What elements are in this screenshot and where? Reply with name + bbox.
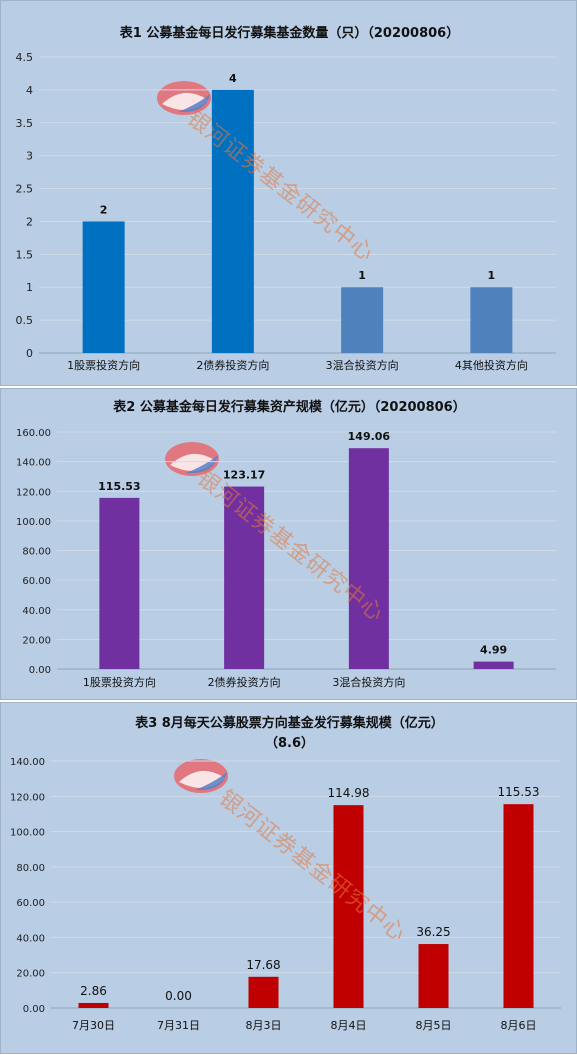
chart-2-bar [224,486,265,669]
chart-1-ytick-label: 4 [26,84,33,97]
chart-3-ytick-label: 80.00 [16,863,45,874]
chart-1-bar [470,287,513,353]
chart-3-ytick-label: 0.00 [23,1004,45,1015]
chart-1-category-label: 2债券投资方向 [196,358,269,372]
chart-1-ytick-label: 2 [26,215,33,228]
chart-2-ytick-label: 0.00 [29,665,51,676]
chart-panel-3: 表3 8月每天公募股票方向基金发行募集规模（亿元） （8.6） 0.00 20.0… [0,702,577,1054]
chart-1-category-label: 3混合投资方向 [326,358,399,372]
chart-1-bar [82,221,125,353]
chart-2-value-label: 149.06 [348,430,391,443]
chart-2-bar [99,497,140,669]
chart-2-title: 表2 公募基金每日发行募集资产规模（亿元）（20200806） [113,400,466,415]
chart-1-value-label: 2 [100,203,108,216]
chart-3-value-label: 115.53 [498,785,540,799]
chart-1-svg: 0 0.5 1 1.5 2 2.5 3 3.5 4 4.5 2 1股票投资方向 4 2债券投资方向 1 3混合… [16,51,556,372]
chart-1-bar [341,287,384,353]
chart-3-value-label: 0.00 [165,989,192,1003]
chart-2-category-label: 2债券投资方向 [208,675,281,689]
chart-3-bar [503,804,534,1008]
chart-3-ytick-label: 140.00 [10,757,45,768]
chart-3-bar [418,944,449,1008]
chart-panel-2: 表2 公募基金每日发行募集资产规模（亿元）（20200806） 0.00 20.0… [0,388,577,700]
chart-2-ytick-label: 60.00 [22,576,51,587]
chart-panel-1: 表1 公募基金每日发行募集基金数量（只）（20200806） 0 0.5 1 1.5 2… [0,0,577,386]
chart-1-ytick-label: 1.5 [16,248,34,261]
chart-1-ytick-label: 0.5 [16,314,34,327]
chart-2-value-label: 4.99 [480,644,507,657]
chart-2-ytick-label: 100.00 [16,517,51,528]
chart-1-ytick-label: 2.5 [16,183,34,196]
chart-3-value-label: 114.98 [328,786,370,800]
chart-2-value-label: 123.17 [223,469,265,482]
chart-3-ytick-label: 60.00 [16,898,45,909]
chart-3-category-label: 7月31日 [157,1019,200,1032]
chart-2-ytick-label: 40.00 [22,606,51,617]
chart-3-title: 表3 8月每天公募股票方向基金发行募集规模（亿元） [135,716,444,731]
chart-2-ytick-label: 80.00 [22,547,51,558]
chart-3-svg: 0.00 20.00 40.00 60.00 80.00 100.00 120.00 140.… [10,757,561,1032]
chart-3-category-label: 8月6日 [501,1019,537,1032]
chart-3-ytick-label: 120.00 [10,792,45,803]
chart-3-value-label: 17.68 [246,958,280,972]
chart-3-category-label: 8月3日 [246,1019,282,1032]
chart-2-category-label: 3混合投资方向 [332,675,405,689]
chart-1-title: 表1 公募基金每日发行募集基金数量（只）（20200806） [119,26,460,41]
chart-3-bar [333,805,364,1008]
chart-1-category-label: 4其他投资方向 [455,358,528,372]
chart-3-value-label: 2.86 [80,984,107,998]
chart-1-ytick-label: 3.5 [16,117,34,130]
chart-3-ytick-label: 100.00 [10,828,45,839]
chart-2-ytick-label: 20.00 [22,635,51,646]
chart-1-category-label: 1股票投资方向 [67,358,140,372]
chart-3-logo [174,759,228,793]
chart-1-ytick-label: 3 [26,150,33,163]
chart-3-subtitle: （8.6） [264,736,315,751]
chart-1-bar [211,89,254,353]
chart-2-bar [473,661,514,669]
chart-1-ytick-label: 1 [26,281,33,294]
chart-2-logo [165,442,219,476]
chart-3-category-label: 7月30日 [72,1019,115,1032]
chart-1-value-label: 1 [488,269,496,282]
chart-3-ytick-label: 20.00 [16,969,45,980]
chart-1-value-label: 4 [229,72,237,85]
chart-3-ytick-label: 40.00 [16,933,45,944]
chart-3-category-label: 8月4日 [331,1019,367,1032]
chart-1-ytick-label: 0 [26,347,33,360]
chart-3-category-label: 8月5日 [416,1019,452,1032]
chart-3-bar [248,976,279,1008]
chart-2-svg: 0.00 20.00 40.00 60.00 80.00 100.00 120.00 140.… [16,428,556,689]
chart-3-bar [78,1002,109,1008]
chart-2-ytick-label: 120.00 [16,487,51,498]
chart-2-bar [348,448,389,669]
chart-1-ytick-label: 4.5 [16,51,34,64]
chart-2-ytick-label: 160.00 [16,428,51,439]
chart-2-category-label: 1股票投资方向 [83,675,156,689]
chart-2-value-label: 115.53 [98,480,140,493]
chart-1-value-label: 1 [358,269,366,282]
chart-3-value-label: 36.25 [416,925,450,939]
chart-2-ytick-label: 140.00 [16,458,51,469]
